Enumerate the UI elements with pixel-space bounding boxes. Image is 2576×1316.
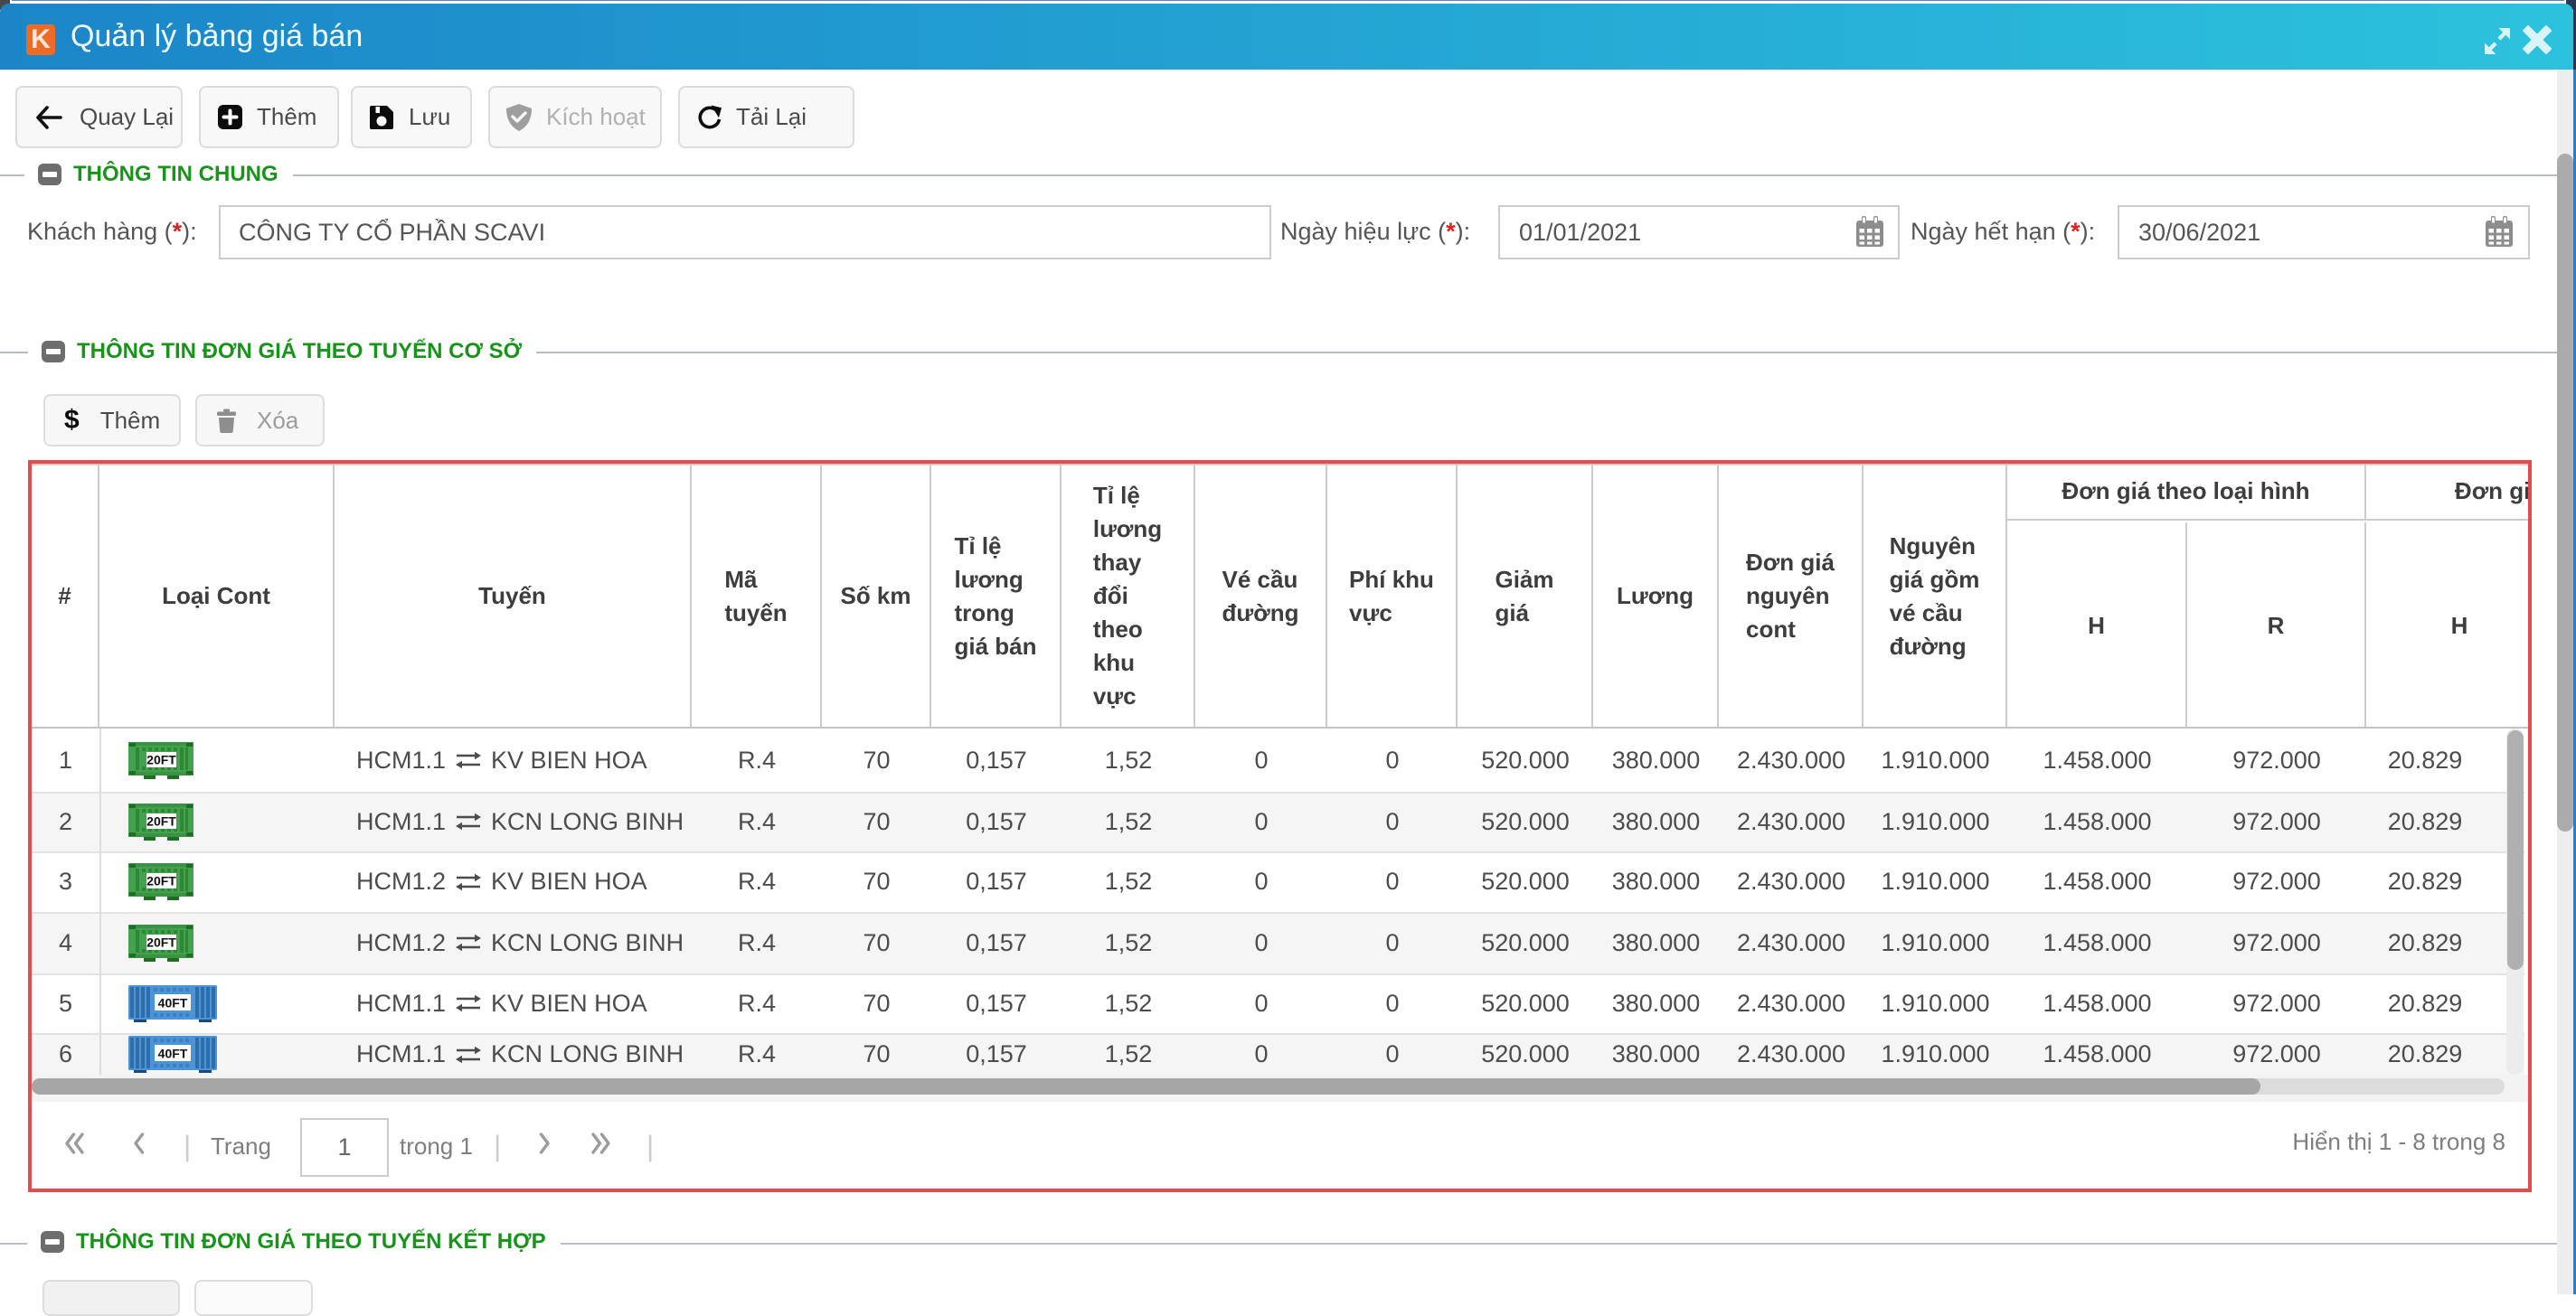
svg-text:20FT: 20FT — [146, 874, 176, 888]
svg-text:20FT: 20FT — [146, 935, 176, 949]
svg-text:40FT: 40FT — [158, 1047, 188, 1061]
svg-text:20FT: 20FT — [146, 813, 176, 828]
svg-text:20FT: 20FT — [146, 752, 176, 766]
svg-text:40FT: 40FT — [158, 995, 188, 1010]
